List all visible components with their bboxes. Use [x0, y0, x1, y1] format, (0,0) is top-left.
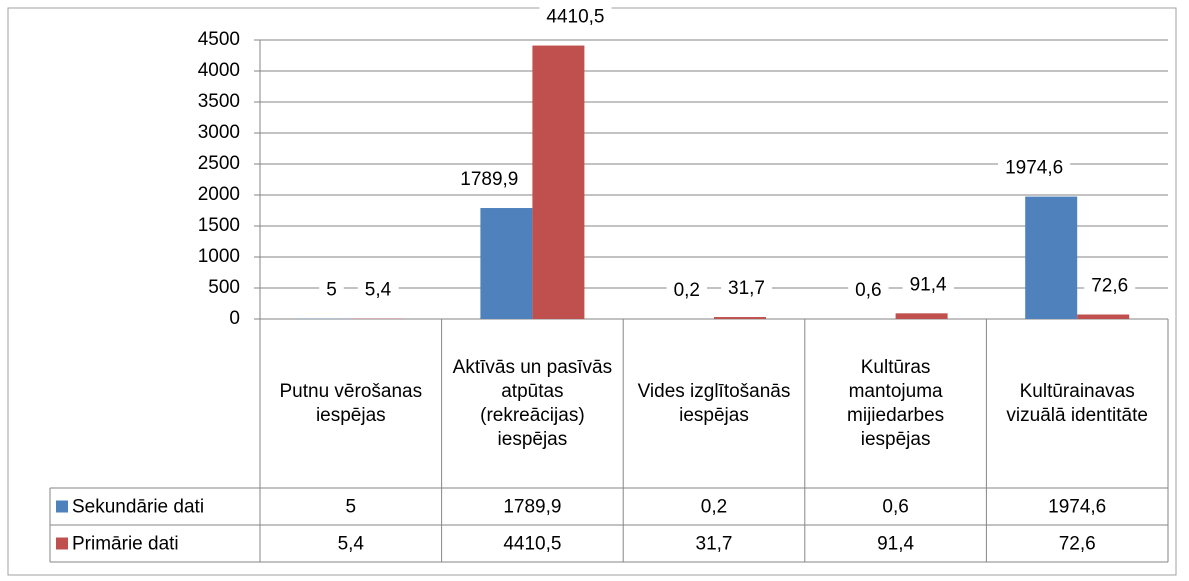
label-bg [998, 157, 1071, 179]
label-bg [357, 279, 399, 301]
table-cell: 5,4 [338, 534, 365, 555]
label-bg [1084, 275, 1136, 297]
table-cell: 4410,5 [503, 534, 561, 555]
x-tick-label: Putnu vērošanas iespējas [279, 380, 423, 426]
frame [7, 7, 1177, 576]
legend-swatch [56, 537, 68, 550]
label-bg [666, 280, 707, 302]
y-tick-label: 3500 [198, 91, 240, 112]
y-tick-label: 1500 [198, 215, 240, 236]
legend-label: Primārie dati [72, 534, 179, 555]
data-label: 31,7 [728, 278, 765, 299]
data-label: 72,6 [1091, 276, 1128, 297]
label-bg [539, 6, 612, 28]
data-label: 91,4 [910, 274, 947, 295]
bar [532, 45, 585, 319]
label-bg [453, 169, 526, 191]
label-bg [319, 279, 344, 301]
y-tick-label: 4000 [198, 60, 240, 81]
data-label: 4410,5 [546, 7, 604, 28]
label-bg [848, 279, 889, 301]
y-tick-label: 500 [208, 277, 240, 298]
data-label: 1974,6 [1005, 158, 1063, 179]
data-label: 5,4 [365, 280, 392, 301]
y-tick-label: 3000 [198, 122, 240, 143]
table-cell: 91,4 [877, 534, 914, 555]
x-tick-label: Aktīvās un pasīvās atpūtas (rekreācijas)… [452, 356, 613, 450]
bar [895, 313, 948, 319]
table-cell: 1974,6 [1048, 497, 1106, 518]
table-cell: 5 [346, 497, 357, 518]
x-tick-label: Kultūrainavas vizuālā identitāte [1006, 380, 1148, 426]
table-cell: 0,2 [701, 497, 727, 518]
y-tick-label: 0 [229, 308, 240, 329]
data-label: 5 [326, 280, 337, 301]
legend-label: Sekundārie dati [72, 497, 204, 518]
table-cell: 0,6 [882, 497, 908, 518]
bar [480, 208, 533, 319]
data-label: 1789,9 [460, 169, 518, 190]
table-cell: 72,6 [1059, 534, 1096, 555]
y-tick-label: 4500 [198, 29, 240, 50]
label-bg [902, 274, 955, 296]
label-bg [721, 278, 772, 300]
table-cell: 1789,9 [503, 497, 561, 518]
data-label: 0,6 [855, 280, 881, 301]
bar [1025, 196, 1078, 319]
table-cell: 31,7 [696, 534, 733, 555]
data-label: 0,2 [674, 280, 700, 301]
y-tick-label: 2500 [198, 153, 240, 174]
x-tick-label: Kultūras mantojuma mijiedarbes iespējas [847, 356, 945, 450]
bar [714, 317, 766, 319]
bar [1077, 314, 1130, 319]
y-tick-label: 2000 [198, 184, 240, 205]
legend-swatch [56, 500, 68, 513]
y-tick-label: 1000 [198, 246, 240, 267]
x-tick-label: Vides izglītošanās iespējas [637, 380, 791, 426]
